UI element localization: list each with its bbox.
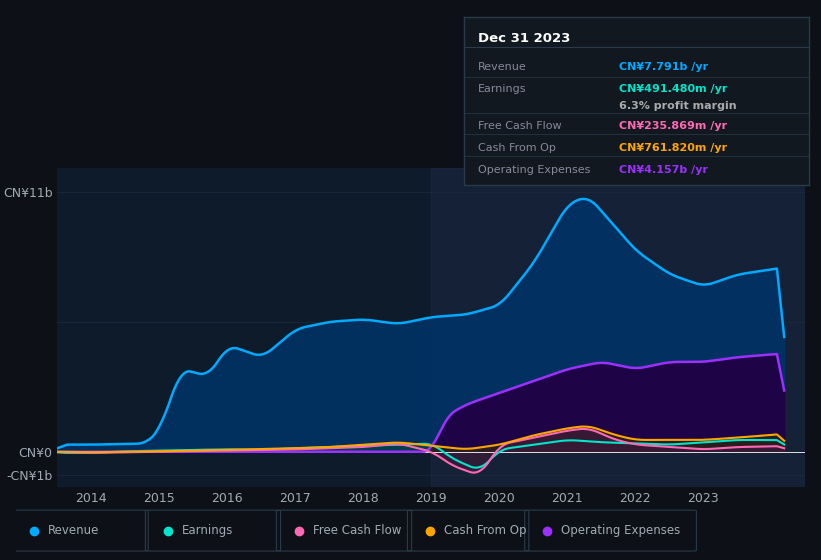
Text: Dec 31 2023: Dec 31 2023 <box>478 32 570 45</box>
Bar <box>431 168 805 487</box>
Text: Free Cash Flow: Free Cash Flow <box>313 524 401 537</box>
Text: Operating Expenses: Operating Expenses <box>562 524 681 537</box>
Text: Cash From Op: Cash From Op <box>444 524 526 537</box>
Text: CN¥4.157b /yr: CN¥4.157b /yr <box>619 165 708 175</box>
Text: Earnings: Earnings <box>182 524 233 537</box>
Text: Revenue: Revenue <box>48 524 99 537</box>
Text: CN¥761.820m /yr: CN¥761.820m /yr <box>619 143 727 153</box>
Text: 6.3% profit margin: 6.3% profit margin <box>619 101 736 111</box>
Text: CN¥491.480m /yr: CN¥491.480m /yr <box>619 84 727 94</box>
Text: Operating Expenses: Operating Expenses <box>478 165 590 175</box>
Text: Revenue: Revenue <box>478 62 526 72</box>
Text: Free Cash Flow: Free Cash Flow <box>478 121 562 131</box>
Text: Earnings: Earnings <box>478 84 526 94</box>
Text: Cash From Op: Cash From Op <box>478 143 556 153</box>
Text: CN¥7.791b /yr: CN¥7.791b /yr <box>619 62 709 72</box>
Text: CN¥235.869m /yr: CN¥235.869m /yr <box>619 121 727 131</box>
